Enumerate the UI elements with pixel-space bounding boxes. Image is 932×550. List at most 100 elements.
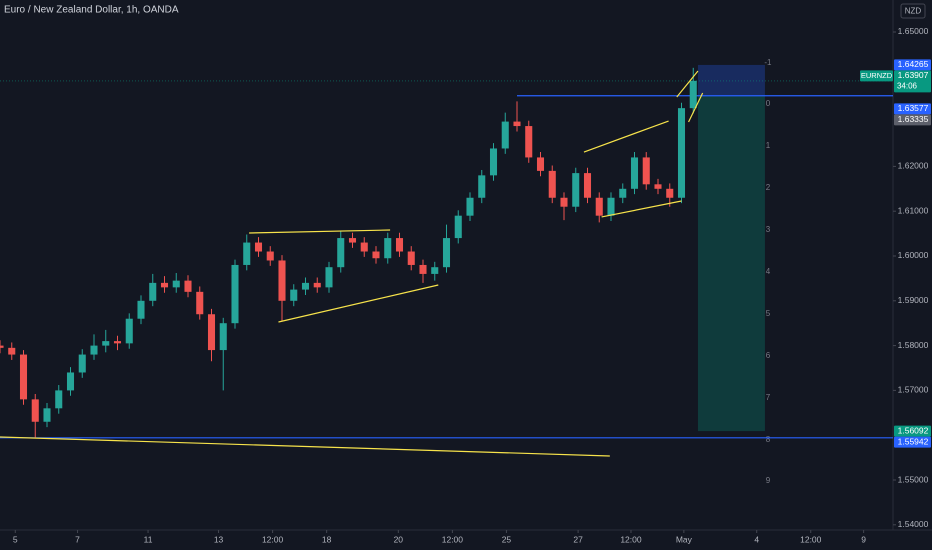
x-tick-label: 12:00 xyxy=(800,534,822,544)
x-tick-label: 4 xyxy=(754,534,759,544)
trend-line xyxy=(249,229,391,234)
trend-line xyxy=(688,92,704,123)
candle-body xyxy=(78,354,86,373)
last-price-label: 1.63907 xyxy=(898,70,929,80)
candle-body xyxy=(407,251,415,265)
x-tick-label: 13 xyxy=(214,534,224,544)
x-tick-label: 20 xyxy=(394,534,404,544)
candle-body xyxy=(231,264,239,324)
candle-body xyxy=(8,347,16,355)
candle-body xyxy=(301,282,310,290)
candle-body xyxy=(466,197,474,216)
currency-box[interactable] xyxy=(900,3,926,19)
level-label: 1 xyxy=(766,141,771,150)
last-price-box xyxy=(894,70,931,93)
y-tick-label: 1.62000 xyxy=(898,161,929,171)
price-label: 1.63577 xyxy=(898,103,929,113)
countdown-label: 34:06 xyxy=(897,82,918,91)
y-tick-label: 1.59000 xyxy=(898,295,929,305)
price-label: 1.56092 xyxy=(898,425,929,435)
candle-body xyxy=(278,260,286,301)
candle-body xyxy=(243,242,251,265)
price-label-box xyxy=(894,59,931,71)
position-target-zone xyxy=(697,95,765,432)
trend-line xyxy=(676,70,699,98)
level-label: 7 xyxy=(766,393,771,402)
price-label-box xyxy=(894,114,931,126)
y-tick-label: 1.61000 xyxy=(898,205,929,215)
y-tick-label: 1.57000 xyxy=(898,385,929,395)
trend-line xyxy=(601,200,682,218)
x-tick-label: May xyxy=(676,534,693,544)
y-tick-label: 1.55000 xyxy=(898,474,929,484)
candle-body xyxy=(419,264,427,274)
candle-body xyxy=(619,188,627,198)
x-tick-label: 12:00 xyxy=(442,534,464,544)
candle-body xyxy=(384,238,392,259)
x-tick-label: 7 xyxy=(75,534,80,544)
level-label: 5 xyxy=(766,309,771,318)
candle-body xyxy=(102,341,110,346)
candle-body xyxy=(172,280,180,288)
plot-area: -1 0 1 2 3 4 5 6 7 8 9 xyxy=(0,58,893,485)
candle-body xyxy=(525,126,533,158)
candle-body xyxy=(501,121,509,149)
y-tick-label: 1.60000 xyxy=(898,250,929,260)
candle-body xyxy=(196,291,204,315)
level-label: -1 xyxy=(764,58,772,67)
candle-body xyxy=(431,267,439,274)
level-label: 3 xyxy=(766,225,771,234)
candle-body xyxy=(360,242,368,252)
price-label: 1.64265 xyxy=(898,59,929,69)
x-tick-label: 25 xyxy=(502,534,512,544)
candle-body xyxy=(560,197,568,207)
x-tick-label: 12:00 xyxy=(620,534,642,544)
candle-body xyxy=(442,238,451,268)
candle-body xyxy=(325,267,333,288)
candle-body xyxy=(43,408,51,422)
candle-body xyxy=(125,318,133,344)
candle-body xyxy=(149,282,157,301)
y-tick-label: 1.54000 xyxy=(898,519,929,529)
candle-body xyxy=(572,173,580,207)
candle-body xyxy=(583,173,592,198)
candle-body xyxy=(489,148,498,176)
candle-body xyxy=(55,390,63,409)
candle-body xyxy=(348,238,357,243)
trend-line xyxy=(278,284,439,323)
candle-body xyxy=(630,157,639,189)
candle-body xyxy=(607,197,615,216)
candle-body xyxy=(31,399,39,422)
candle-body xyxy=(548,170,556,198)
symbol-label: EURNZD xyxy=(861,71,893,80)
price-label: 1.55942 xyxy=(898,436,929,446)
price-axis: 1.65000 1.62000 1.61000 1.60000 1.59000 1.580… xyxy=(13,26,931,544)
currency-label: NZD xyxy=(905,7,922,16)
price-label-box xyxy=(894,103,931,115)
position-stop-zone xyxy=(697,64,765,96)
symbol-box xyxy=(860,70,893,82)
price-label-box xyxy=(894,425,931,437)
level-label: 6 xyxy=(766,351,771,360)
level-label: 2 xyxy=(766,183,771,192)
price-label: 1.63335 xyxy=(898,114,929,124)
x-tick-label: 12:00 xyxy=(262,534,284,544)
candle-body xyxy=(513,121,521,127)
candle-body xyxy=(254,242,263,252)
candle-body xyxy=(66,372,75,391)
candle-body xyxy=(677,108,686,198)
candle-body xyxy=(219,323,227,351)
candle-body xyxy=(0,345,4,348)
candle-body xyxy=(372,251,380,259)
candle-body xyxy=(184,280,192,292)
x-tick-label: 11 xyxy=(144,534,153,544)
level-label: 0 xyxy=(766,99,771,108)
x-tick-label: 18 xyxy=(322,534,332,544)
y-tick-label: 1.65000 xyxy=(898,26,929,36)
candle-body xyxy=(266,251,274,261)
candle-body xyxy=(454,215,462,239)
candle-body xyxy=(654,184,662,189)
trend-line xyxy=(583,120,669,153)
